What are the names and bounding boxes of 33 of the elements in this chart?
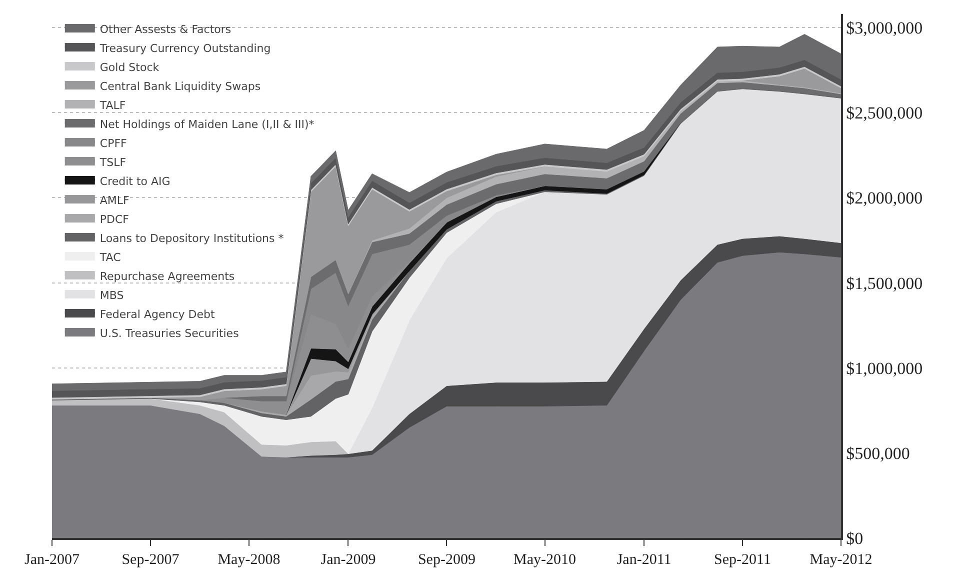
- x-tick-label: Sep-2007: [122, 552, 180, 568]
- legend-label: TSLF: [98, 156, 126, 169]
- y-tick-label: $2,000,000: [846, 188, 923, 208]
- y-tick-label: $500,000: [846, 444, 910, 463]
- x-tick-label: Jan-2009: [320, 552, 376, 568]
- legend-label: TALF: [98, 98, 126, 112]
- legend-label: Gold Stock: [100, 60, 160, 74]
- legend-label: Treasury Currency Outstanding: [98, 42, 271, 55]
- x-tick-label: May-2012: [810, 552, 872, 568]
- legend-label: PDCF: [100, 212, 130, 226]
- legend-label: U.S. Treasuries Securities: [100, 326, 240, 340]
- y-tick-label: $1,000,000: [846, 358, 923, 378]
- y-tick-label: $3,000,000: [846, 18, 923, 38]
- legend-label: TAC: [98, 250, 122, 264]
- legend-label: CPFF: [100, 136, 127, 150]
- legend-label: Federal Agency Debt: [100, 308, 216, 321]
- legend-label: AMLF: [100, 194, 130, 207]
- legend-label: Net Holdings of Maiden Lane (I,II & III)*: [100, 118, 315, 131]
- legend-label: MBS: [100, 288, 124, 302]
- legend-label: Central Bank Liquidity Swaps: [100, 80, 261, 93]
- y-tick-label: $0: [846, 528, 864, 548]
- y-tick-label: $2,500,000: [846, 104, 923, 123]
- legend-label: Loans to Depository Institutions *: [100, 232, 284, 245]
- legend-label: Credit to AIG: [100, 174, 170, 188]
- x-tick-label: Jan-2007: [24, 552, 80, 568]
- legend-label: Other Assests & Factors: [100, 22, 232, 36]
- y-tick-label: $1,500,000: [846, 274, 923, 293]
- x-tick-label: May-2008: [218, 552, 280, 568]
- x-tick-label: May-2010: [514, 552, 576, 568]
- x-tick-label: Jan-2011: [616, 552, 672, 568]
- legend-label: Repurchase Agreements: [100, 270, 235, 283]
- x-tick-label: Sep-2009: [418, 552, 476, 568]
- x-tick-label: Sep-2011: [714, 552, 772, 568]
